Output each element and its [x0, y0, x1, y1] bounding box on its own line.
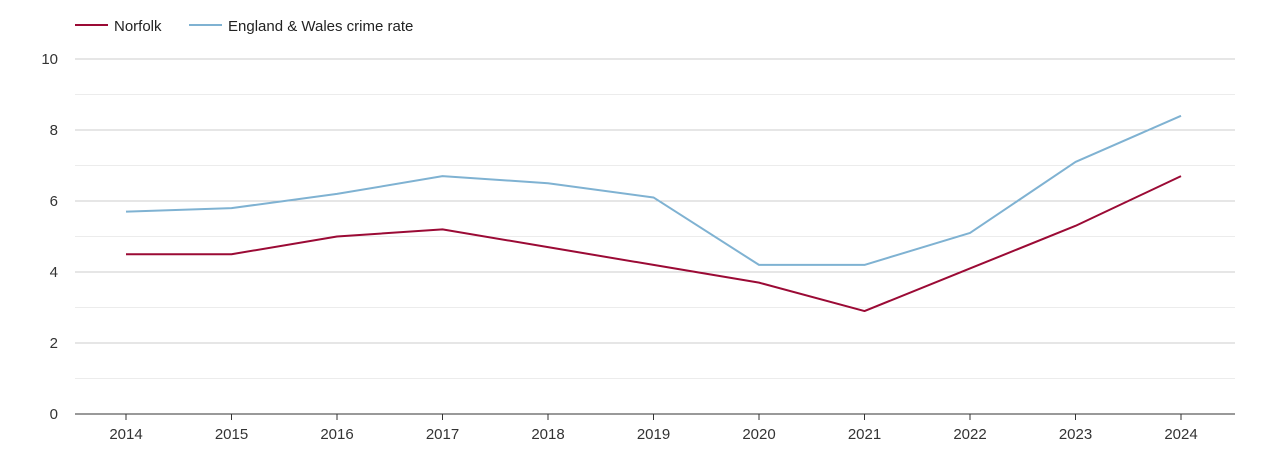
x-tick-label: 2019 [637, 426, 670, 443]
data-point-norfolk[interactable] [336, 236, 338, 238]
x-tick-label: 2022 [953, 426, 986, 443]
axes: 0 2 4 6 8 10 2014 2015 2016 2017 2018 2019 2020 2021 2… [41, 51, 1235, 443]
data-point-england-and-wales-crime-rate[interactable] [442, 175, 444, 177]
legend-label-england-wales: England & Wales crime rate [228, 18, 413, 35]
data-point-norfolk[interactable] [864, 310, 866, 312]
data-point-norfolk[interactable] [547, 246, 549, 248]
legend: Norfolk England & Wales crime rate [75, 18, 413, 35]
data-point-norfolk[interactable] [653, 264, 655, 266]
data-point-england-and-wales-crime-rate[interactable] [336, 193, 338, 195]
gridlines [75, 58, 1235, 379]
x-tick-label: 2016 [320, 426, 353, 443]
y-tick-label: 6 [50, 193, 58, 210]
data-point-england-and-wales-crime-rate[interactable] [231, 207, 233, 209]
data-point-england-and-wales-crime-rate[interactable] [547, 182, 549, 184]
data-point-norfolk[interactable] [231, 253, 233, 255]
data-point-norfolk[interactable] [758, 282, 760, 284]
x-tick-label: 2017 [426, 426, 459, 443]
y-tick-label: 8 [50, 122, 58, 139]
y-tick-label: 10 [41, 51, 58, 68]
data-point-england-and-wales-crime-rate[interactable] [969, 232, 971, 234]
x-tick-label: 2023 [1059, 426, 1092, 443]
data-point-norfolk[interactable] [1180, 175, 1182, 177]
y-tick-label: 2 [50, 335, 58, 352]
x-tick-label: 2024 [1164, 426, 1197, 443]
x-tick-label: 2018 [531, 426, 564, 443]
data-point-norfolk[interactable] [1075, 225, 1077, 227]
series-line-norfolk[interactable] [126, 175, 1182, 313]
y-tick-label: 4 [50, 264, 58, 281]
x-tick-label: 2020 [742, 426, 775, 443]
x-tick-label: 2015 [215, 426, 248, 443]
data-point-england-and-wales-crime-rate[interactable] [125, 211, 127, 213]
data-point-england-and-wales-crime-rate[interactable] [758, 264, 760, 266]
data-point-england-and-wales-crime-rate[interactable] [653, 196, 655, 198]
data-point-england-and-wales-crime-rate[interactable] [1075, 161, 1077, 163]
y-tick-label: 0 [50, 406, 58, 423]
data-point-norfolk[interactable] [442, 228, 444, 230]
legend-item-norfolk[interactable]: Norfolk [75, 18, 162, 35]
legend-label-norfolk: Norfolk [114, 18, 162, 35]
legend-item-england-wales[interactable]: England & Wales crime rate [189, 18, 413, 35]
data-point-england-and-wales-crime-rate[interactable] [1180, 115, 1182, 117]
data-point-norfolk[interactable] [125, 253, 127, 255]
data-point-norfolk[interactable] [969, 267, 971, 269]
series-line-england-and-wales-crime-rate[interactable] [125, 114, 1182, 266]
x-tick-label: 2014 [109, 426, 142, 443]
data-point-england-and-wales-crime-rate[interactable] [864, 264, 866, 266]
x-tick-label: 2021 [848, 426, 881, 443]
series-lines [125, 114, 1182, 313]
